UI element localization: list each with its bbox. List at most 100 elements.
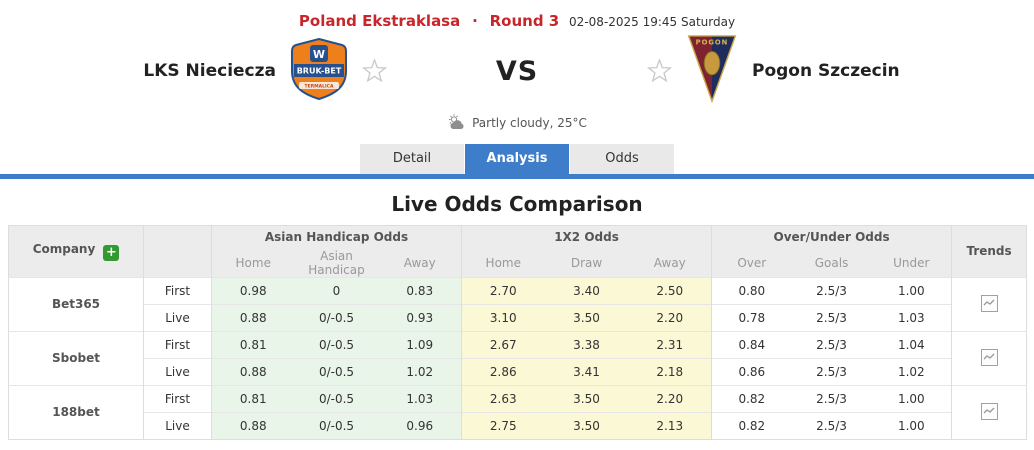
odds-cell: 3.10 [461, 303, 545, 331]
row-type: First [143, 330, 212, 358]
row-type: First [143, 276, 212, 304]
odds-cell: 0.86 [711, 357, 792, 385]
row-type: First [143, 384, 212, 412]
odds-cell: 0.84 [711, 330, 792, 358]
odds-cell: 1.03 [378, 384, 462, 412]
league-name: Poland Ekstraklasa [298, 12, 461, 30]
odds-cell: 0.81 [211, 330, 295, 358]
company-name: Bet365 [8, 276, 144, 331]
table-row: Live 0.88 0/-0.5 0.96 2.75 3.50 2.13 0.8… [9, 411, 1027, 439]
odds-cell: 3.40 [544, 276, 629, 304]
vs-label: VS [495, 55, 539, 87]
add-company-button[interactable]: + [103, 244, 120, 261]
weather-row: Partly cloudy, 25°C [0, 114, 1034, 130]
svg-text:W: W [313, 48, 325, 61]
weather-text: Partly cloudy, 25°C [472, 116, 587, 130]
table-row: 188bet First 0.81 0/-0.5 1.03 2.63 3.50 … [8, 384, 1027, 439]
odds-cell: 1.09 [378, 330, 462, 358]
svg-text:BRUK-BET: BRUK-BET [297, 67, 342, 76]
odds-cell: 0.98 [211, 276, 295, 304]
svg-text:TERMALICA: TERMALICA [305, 84, 334, 90]
odds-cell: 0/-0.5 [294, 330, 379, 358]
odds-cell: 1.00 [871, 384, 952, 412]
odds-cell: 1.00 [871, 276, 952, 304]
separator-dot: · [472, 12, 478, 30]
odds-cell: 0.96 [378, 411, 462, 439]
match-datetime: 02-08-2025 19:45 Saturday [569, 15, 736, 29]
1x2-group-header: 1X2 Odds [461, 225, 712, 249]
round-label: Round 3 [489, 12, 560, 30]
odds-cell: 0.82 [711, 384, 792, 412]
ou-over-header: Over [711, 248, 792, 277]
away-favorite-star-icon[interactable] [647, 58, 672, 84]
odds-cell: 2.5/3 [791, 384, 872, 412]
teams-row: LKS Nieciecza W BRUK-BET TERMALICA VS [0, 34, 1034, 108]
trends-chart-icon[interactable] [980, 294, 998, 312]
odds-cell: 2.67 [461, 330, 545, 358]
1x2-away-header: Away [628, 248, 712, 277]
odds-cell: 0 [294, 276, 379, 304]
odds-cell: 0/-0.5 [294, 384, 379, 412]
odds-cell: 2.20 [628, 303, 712, 331]
table-header-row: Company + Asian Handicap Odds 1X2 Odds Ov… [8, 225, 1027, 277]
row-type: Live [143, 357, 212, 385]
table-subheader-row: Home Asian Handicap Away Home Draw Away … [9, 248, 1027, 277]
odds-cell: 0/-0.5 [294, 303, 379, 331]
home-team-badge: W BRUK-BET TERMALICA [290, 37, 348, 104]
odds-cell: 0.83 [378, 276, 462, 304]
table-row: Live 0.88 0/-0.5 1.02 2.86 3.41 2.18 0.8… [9, 357, 1027, 385]
home-favorite-star-icon[interactable] [362, 58, 387, 84]
live-odds-table: Company + Asian Handicap Odds 1X2 Odds Ov… [8, 225, 1028, 440]
odds-cell: 2.50 [628, 276, 712, 304]
tab-analysis[interactable]: Analysis [465, 144, 569, 174]
company-name: 188bet [8, 384, 144, 439]
odds-cell: 0.88 [211, 411, 295, 439]
ou-goals-header: Goals [791, 248, 872, 277]
asian-handicap-group-header: Asian Handicap Odds [210, 225, 462, 249]
row-type: Live [143, 411, 212, 439]
odds-cell: 2.5/3 [791, 330, 872, 358]
match-header: Poland Ekstraklasa · Round 3 02-08-2025 … [0, 0, 1034, 30]
odds-cell: 2.70 [461, 276, 545, 304]
odds-cell: 3.50 [544, 303, 629, 331]
svg-text:POGON: POGON [696, 39, 729, 47]
away-team: POGON Pogon Szczecin [647, 34, 1034, 108]
odds-cell: 2.13 [628, 411, 712, 439]
odds-cell: 0/-0.5 [294, 411, 379, 439]
ou-under-header: Under [871, 248, 952, 277]
odds-cell: 0.88 [211, 357, 295, 385]
odds-cell: 2.86 [461, 357, 545, 385]
tab-detail[interactable]: Detail [360, 144, 464, 174]
row-type: Live [143, 303, 212, 331]
partly-cloudy-icon [449, 114, 464, 129]
trends-cell [951, 384, 1027, 439]
trends-chart-icon[interactable] [980, 348, 998, 366]
tab-bar: Detail Analysis Odds [0, 144, 1034, 174]
odds-cell: 0.88 [211, 303, 295, 331]
tab-odds[interactable]: Odds [570, 144, 674, 174]
odds-cell: 3.38 [544, 330, 629, 358]
odds-cell: 0/-0.5 [294, 357, 379, 385]
1x2-home-header: Home [461, 248, 545, 277]
1x2-draw-header: Draw [544, 248, 629, 277]
ah-away-header: Away [378, 248, 462, 277]
odds-cell: 2.63 [461, 384, 545, 412]
trends-chart-icon[interactable] [980, 402, 998, 420]
away-team-badge: POGON [686, 34, 738, 108]
table-row: Bet365 First 0.98 0 0.83 2.70 3.40 2.50 … [8, 276, 1027, 331]
odds-cell: 3.50 [544, 411, 629, 439]
odds-cell: 3.41 [544, 357, 629, 385]
odds-cell: 1.03 [871, 303, 952, 331]
odds-cell: 1.04 [871, 330, 952, 358]
over-under-group-header: Over/Under Odds [711, 225, 952, 249]
odds-cell: 2.5/3 [791, 276, 872, 304]
trends-cell [951, 330, 1027, 385]
odds-cell: 0.80 [711, 276, 792, 304]
odds-cell: 2.5/3 [791, 357, 872, 385]
company-name: Sbobet [8, 330, 144, 385]
ah-handicap-header: Asian Handicap [294, 248, 379, 277]
odds-cell: 1.02 [871, 357, 952, 385]
home-team: LKS Nieciecza W BRUK-BET TERMALICA [0, 37, 387, 104]
company-header: Company + [8, 225, 144, 277]
odds-cell: 2.31 [628, 330, 712, 358]
